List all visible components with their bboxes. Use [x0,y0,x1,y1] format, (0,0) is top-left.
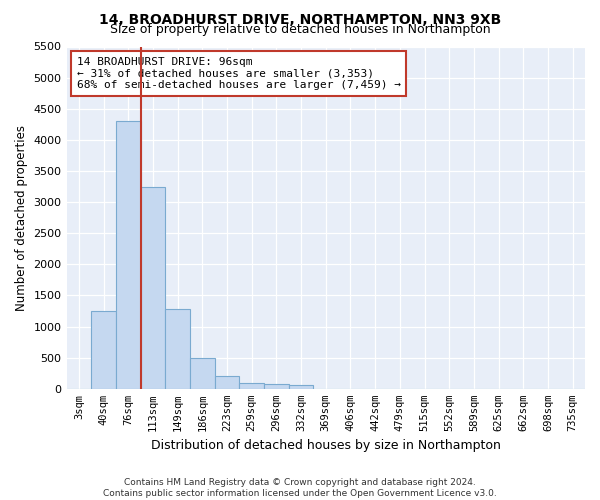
Bar [165,309,190,389]
Bar [215,376,239,389]
Bar [239,382,264,389]
Bar [190,358,215,389]
Text: Contains HM Land Registry data © Crown copyright and database right 2024.
Contai: Contains HM Land Registry data © Crown c… [103,478,497,498]
Y-axis label: Number of detached properties: Number of detached properties [15,124,28,310]
Bar [91,311,116,389]
Bar [289,385,313,389]
Bar [140,186,165,389]
Bar [264,384,289,389]
Text: 14 BROADHURST DRIVE: 96sqm
← 31% of detached houses are smaller (3,353)
68% of s: 14 BROADHURST DRIVE: 96sqm ← 31% of deta… [77,57,401,90]
Bar [116,121,140,389]
Text: Size of property relative to detached houses in Northampton: Size of property relative to detached ho… [110,22,490,36]
X-axis label: Distribution of detached houses by size in Northampton: Distribution of detached houses by size … [151,440,501,452]
Text: 14, BROADHURST DRIVE, NORTHAMPTON, NN3 9XB: 14, BROADHURST DRIVE, NORTHAMPTON, NN3 9… [99,12,501,26]
